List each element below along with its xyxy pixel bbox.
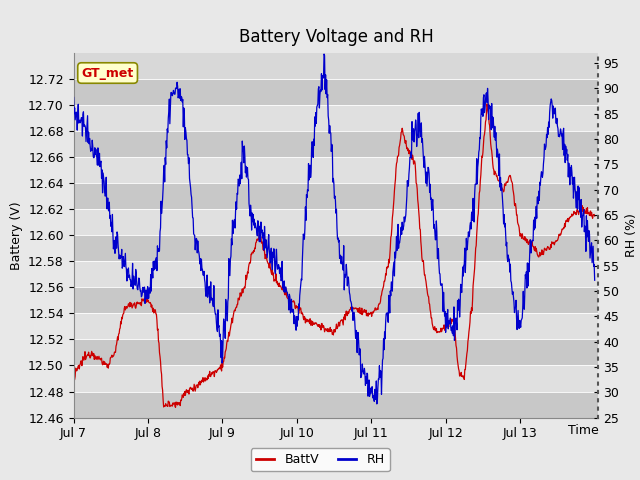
Legend: BattV, RH: BattV, RH [250, 448, 390, 471]
RH [591, 277, 598, 283]
Bar [74, 288, 598, 313]
RH [70, 95, 77, 100]
Bar [74, 105, 598, 131]
RH [579, 213, 587, 219]
BattV [70, 383, 77, 388]
BattV [483, 101, 491, 107]
RH [581, 223, 589, 229]
Bar [74, 209, 598, 235]
BattV [113, 342, 120, 348]
Line: BattV: BattV [74, 104, 595, 408]
BattV [346, 307, 354, 312]
BattV [251, 245, 259, 251]
RH [250, 216, 258, 222]
Y-axis label: RH (%): RH (%) [625, 213, 638, 257]
Line: RH: RH [74, 54, 595, 404]
Bar [74, 79, 598, 105]
Bar [74, 313, 598, 339]
Bar [74, 131, 598, 157]
Y-axis label: Battery (V): Battery (V) [10, 201, 22, 269]
Bar [74, 339, 598, 365]
Bar [74, 235, 598, 261]
RH [373, 401, 381, 407]
BattV [591, 213, 598, 219]
Text: Time: Time [568, 424, 598, 437]
RH [320, 51, 328, 57]
Bar [74, 261, 598, 288]
RH [113, 245, 120, 251]
Bar [74, 183, 598, 209]
RH [306, 173, 314, 179]
Bar [74, 157, 598, 183]
BattV [579, 208, 587, 214]
BattV [172, 405, 179, 410]
BattV [581, 211, 589, 216]
Bar [74, 365, 598, 392]
RH [346, 292, 354, 298]
Bar [74, 392, 598, 418]
Title: Battery Voltage and RH: Battery Voltage and RH [239, 28, 433, 46]
BattV [306, 316, 314, 322]
Text: GT_met: GT_met [81, 67, 134, 80]
